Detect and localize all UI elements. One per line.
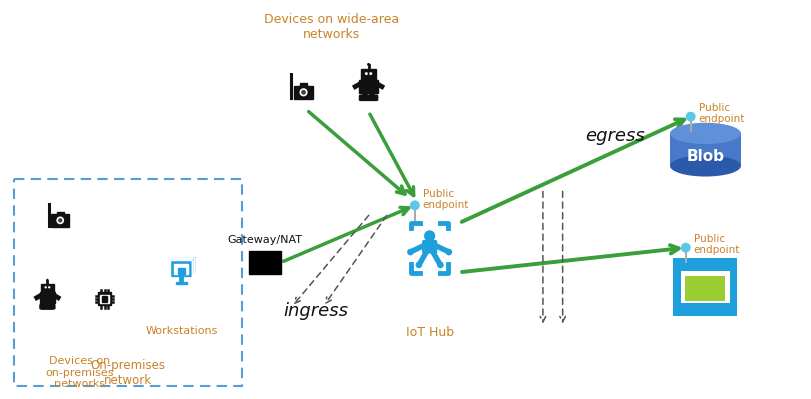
FancyBboxPatch shape [182, 264, 188, 270]
Text: Public
endpoint: Public endpoint [693, 234, 739, 255]
Text: ingress: ingress [284, 302, 349, 320]
Circle shape [46, 279, 49, 281]
Circle shape [57, 217, 63, 223]
Circle shape [369, 72, 371, 75]
FancyBboxPatch shape [710, 288, 723, 301]
FancyBboxPatch shape [174, 264, 188, 274]
FancyBboxPatch shape [170, 260, 192, 278]
Circle shape [415, 262, 422, 268]
FancyBboxPatch shape [41, 284, 54, 293]
FancyBboxPatch shape [697, 288, 711, 301]
Circle shape [680, 243, 690, 253]
Circle shape [685, 112, 695, 122]
FancyBboxPatch shape [294, 86, 313, 99]
FancyBboxPatch shape [40, 292, 55, 303]
FancyBboxPatch shape [299, 83, 307, 87]
FancyBboxPatch shape [40, 304, 55, 309]
FancyBboxPatch shape [669, 133, 740, 166]
FancyBboxPatch shape [178, 260, 192, 270]
FancyBboxPatch shape [672, 259, 736, 271]
Circle shape [445, 249, 452, 255]
Text: Public
endpoint: Public endpoint [697, 103, 744, 124]
Circle shape [45, 286, 47, 288]
FancyBboxPatch shape [57, 212, 63, 216]
Circle shape [410, 200, 419, 210]
Text: egress: egress [585, 128, 644, 146]
FancyBboxPatch shape [176, 262, 191, 272]
FancyBboxPatch shape [359, 95, 377, 101]
Circle shape [300, 89, 307, 96]
FancyBboxPatch shape [684, 276, 698, 289]
FancyBboxPatch shape [360, 69, 375, 81]
Text: Devices on
on-premises
networks: Devices on on-premises networks [45, 356, 114, 389]
Circle shape [406, 249, 414, 255]
FancyBboxPatch shape [98, 292, 111, 305]
Ellipse shape [669, 155, 740, 176]
FancyBboxPatch shape [174, 256, 196, 274]
Text: Public
endpoint: Public endpoint [423, 189, 469, 210]
FancyBboxPatch shape [180, 266, 187, 272]
FancyBboxPatch shape [710, 276, 723, 289]
Text: Workstations: Workstations [145, 326, 217, 336]
FancyBboxPatch shape [672, 271, 680, 303]
Text: On-premises
network: On-premises network [91, 359, 165, 387]
FancyBboxPatch shape [176, 282, 187, 284]
FancyBboxPatch shape [101, 295, 109, 303]
FancyBboxPatch shape [359, 80, 377, 93]
FancyBboxPatch shape [697, 276, 711, 289]
Text: Devices on wide-area
networks: Devices on wide-area networks [264, 13, 398, 41]
Text: Gateway/NAT: Gateway/NAT [227, 235, 303, 245]
Circle shape [367, 63, 370, 66]
Ellipse shape [669, 123, 740, 144]
Text: IoT Hub: IoT Hub [405, 326, 453, 340]
FancyBboxPatch shape [101, 296, 107, 302]
FancyBboxPatch shape [178, 268, 184, 274]
FancyBboxPatch shape [672, 303, 736, 316]
Circle shape [48, 286, 50, 288]
FancyBboxPatch shape [172, 258, 195, 276]
FancyBboxPatch shape [729, 271, 736, 303]
Circle shape [423, 230, 435, 241]
FancyBboxPatch shape [684, 288, 698, 301]
Circle shape [364, 72, 367, 75]
Text: Blob: Blob [685, 148, 723, 164]
FancyBboxPatch shape [51, 214, 70, 227]
FancyBboxPatch shape [249, 251, 281, 274]
FancyBboxPatch shape [422, 240, 436, 253]
Circle shape [436, 262, 443, 268]
